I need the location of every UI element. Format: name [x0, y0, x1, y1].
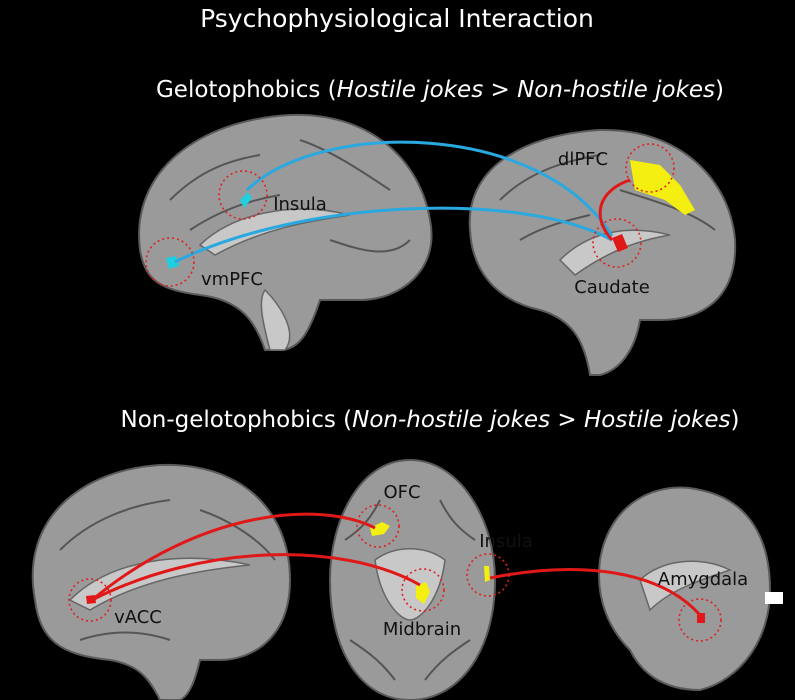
heading-text: ) [715, 77, 724, 103]
region-label: vmPFC [201, 269, 263, 290]
section-heading: Non-gelotophobics (Non-hostile jokes > H… [121, 407, 740, 433]
figure: Psychophysiological Interaction Gelotoph… [0, 0, 795, 700]
figure-title: Psychophysiological Interaction [200, 4, 594, 33]
region-label: Midbrain [383, 619, 461, 640]
region-label: Caudate [574, 277, 650, 298]
region-label: Amygdala [658, 569, 748, 590]
heading-text: Gelotophobics ( [156, 77, 337, 103]
region-label: Insula [479, 531, 533, 552]
region-label: vACC [114, 607, 162, 628]
heading-text: ) [731, 407, 740, 433]
heading-text: Non-gelotophobics ( [121, 407, 353, 433]
region-label: Insula [273, 194, 327, 215]
region-label: OFC [383, 482, 420, 503]
heading-contrast: Non-hostile jokes > Hostile jokes [352, 407, 730, 433]
region-label: dlPFC [558, 149, 608, 170]
section-heading: Gelotophobics (Hostile jokes > Non-hosti… [156, 77, 724, 103]
heading-contrast: Hostile jokes > Non-hostile jokes [337, 77, 715, 103]
